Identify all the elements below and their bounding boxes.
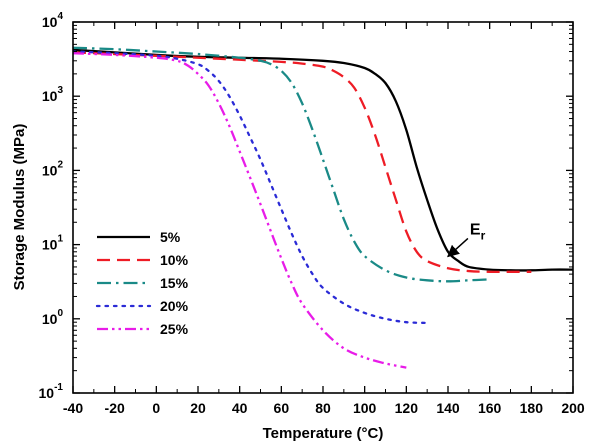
x-tick-label-0: -40	[63, 400, 83, 416]
y-tick-label-base-4: 10	[42, 88, 58, 104]
x-tick-label-6: 80	[315, 400, 331, 416]
y-tick-label-exp-4: 3	[57, 85, 63, 96]
legend: 5% 10% 15% 20% 25%	[95, 229, 189, 337]
x-tick-label-12: 200	[561, 400, 585, 416]
er-annotation: Er	[447, 221, 486, 258]
ticks-layer	[72, 21, 574, 394]
plot-frame	[72, 21, 574, 394]
y-tick-label-1: 100	[42, 308, 64, 327]
x-tick-label-10: 160	[478, 400, 502, 416]
y-axis-title: Storage Modulus (MPa)	[11, 124, 28, 291]
x-tick-label-11: 180	[520, 400, 544, 416]
x-tick-label-5: 60	[274, 400, 290, 416]
x-tick-label-4: 40	[232, 400, 248, 416]
y-tick-label-0: 10-1	[39, 382, 64, 401]
x-tick-label-3: 20	[190, 400, 206, 416]
y-tick-label-2: 101	[42, 234, 64, 253]
legend-label-1: 5%	[160, 229, 181, 245]
y-tick-label-exp-2: 1	[57, 234, 63, 245]
legend-label-3: 15%	[160, 275, 189, 291]
y-tick-label-exp-5: 4	[57, 11, 63, 22]
x-tick-label-1: -20	[105, 400, 125, 416]
legend-label-4: 20%	[160, 298, 189, 314]
x-tick-label-2: 0	[152, 400, 160, 416]
x-axis-title: Temperature (°C)	[263, 425, 384, 442]
er-label-subscript: r	[481, 228, 486, 242]
series-layer	[73, 46, 573, 369]
er-label-main: E	[470, 221, 481, 238]
y-tick-label-4: 103	[42, 85, 64, 104]
y-tick-label-base-2: 10	[42, 237, 58, 253]
y-tick-label-base-0: 10	[39, 385, 55, 401]
x-tick-label-7: 100	[353, 400, 377, 416]
legend-label-2: 10%	[160, 252, 189, 268]
series-line-5	[73, 52, 407, 369]
series-line-4	[73, 50, 429, 325]
series-line-3	[73, 46, 490, 283]
x-tick-label-9: 140	[436, 400, 460, 416]
er-label: Er	[470, 221, 486, 242]
x-tick-label-8: 120	[395, 400, 419, 416]
y-tick-label-base-5: 10	[42, 14, 58, 30]
y-tick-label-exp-0: -1	[54, 382, 63, 393]
y-tick-label-base-3: 10	[42, 162, 58, 178]
x-tick-labels: -40 -20 0 20 40 60 80 100 120 140 160 180 200	[63, 400, 585, 416]
er-arrow	[447, 237, 469, 258]
y-tick-label-3: 102	[42, 159, 64, 178]
y-tick-label-exp-1: 0	[57, 308, 63, 319]
y-tick-label-5: 104	[42, 11, 64, 30]
y-tick-label-exp-3: 2	[57, 159, 63, 170]
legend-label-5: 25%	[160, 321, 189, 337]
y-tick-label-base-1: 10	[42, 311, 58, 327]
series-line-2	[73, 51, 532, 274]
